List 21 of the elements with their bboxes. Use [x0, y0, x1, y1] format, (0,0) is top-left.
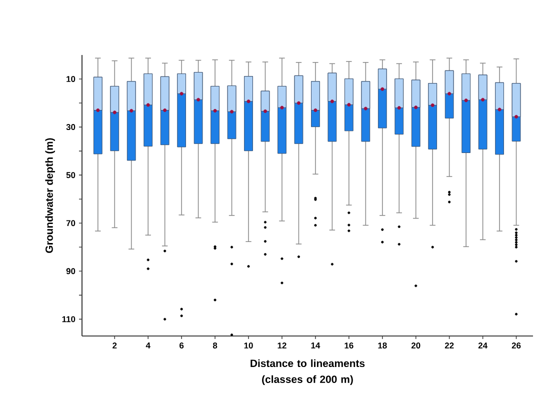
- y-axis-title: Groundwater depth (m): [45, 138, 55, 253]
- x-tick-label: 2: [112, 342, 117, 348]
- x-tick-label: 6: [180, 342, 184, 349]
- x-tick-label: 4: [146, 342, 150, 348]
- y-tick-label: 30: [66, 124, 76, 130]
- y-tick-label: 10: [66, 76, 76, 82]
- x-tick-label: 12: [278, 342, 286, 348]
- y-tick-label: 70: [66, 220, 76, 226]
- x-tick-label: 22: [444, 342, 454, 348]
- x-tick-label: 18: [378, 342, 387, 349]
- y-tick-label: 50: [66, 172, 76, 178]
- x-tick-label: 10: [244, 342, 253, 349]
- y-tick-label: 110: [62, 316, 76, 322]
- x-tick-label: 26: [512, 342, 521, 349]
- x-tick-label: 24: [478, 342, 488, 348]
- x-tick-label: 8: [212, 342, 218, 349]
- y-tick-label: 90: [66, 268, 76, 274]
- x-axis-title: Distance to lineaments (classes of 200 m): [250, 359, 365, 386]
- x-tick-label: 16: [344, 342, 354, 349]
- x-tick-label: 20: [411, 342, 420, 349]
- x-tick-label: 14: [311, 342, 320, 348]
